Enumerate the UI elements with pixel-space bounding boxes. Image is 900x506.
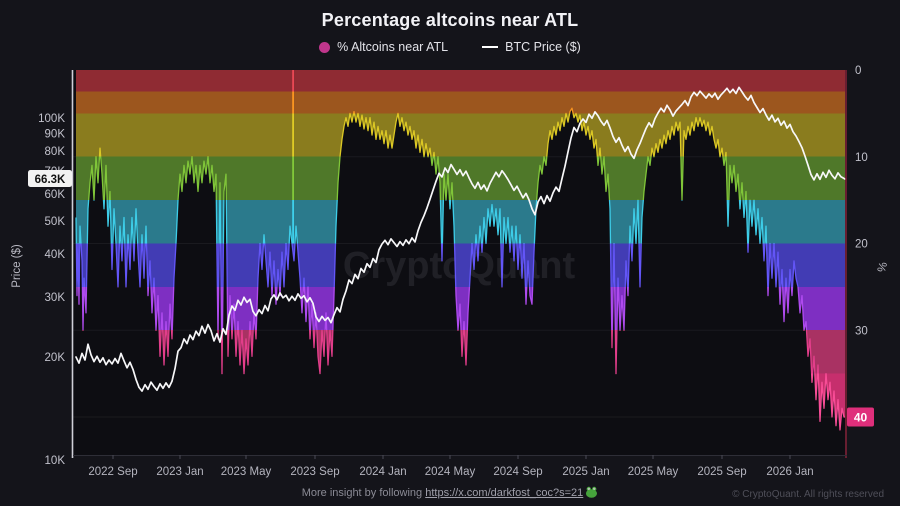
x-tick-label: 2022 Sep bbox=[88, 466, 137, 478]
legend-label-btc: BTC Price ($) bbox=[505, 40, 581, 54]
btc-price-line-series bbox=[75, 86, 846, 392]
altcoins-series-dot-icon bbox=[319, 41, 331, 53]
altcoins-near-atl-line-series bbox=[75, 107, 845, 431]
price-tick-label: 80K bbox=[45, 146, 66, 158]
price-tick-label: 100K bbox=[38, 113, 65, 125]
x-tick-label: 2023 Sep bbox=[290, 466, 339, 478]
x-tick-label: 2024 Sep bbox=[493, 466, 542, 478]
page-title: Percentage altcoins near ATL bbox=[321, 10, 579, 30]
pct-axis-title: % bbox=[876, 261, 890, 274]
x-tick-label: 2025 May bbox=[628, 466, 679, 478]
legend-item-btc[interactable]: BTC Price ($) bbox=[482, 40, 581, 54]
price-tick-label: 50K bbox=[45, 216, 66, 228]
price-tick-label: 20K bbox=[45, 352, 66, 364]
x-tick-label: 2025 Jan bbox=[562, 466, 609, 478]
crosshair-line bbox=[292, 70, 294, 244]
copyright-text: © CryptoQuant. All rights reserved bbox=[732, 489, 884, 500]
legend-label-altcoins: % Altcoins near ATL bbox=[337, 40, 449, 54]
altcoins-current-pct-badge-label: 40 bbox=[854, 411, 868, 425]
x-tick-label: 2025 Sep bbox=[697, 466, 746, 478]
x-tick-label: 2023 Jan bbox=[156, 466, 203, 478]
x-tick-label: 2024 May bbox=[425, 466, 476, 478]
btc-series-line-icon bbox=[482, 46, 499, 48]
pct-tick-label: 0 bbox=[855, 65, 861, 77]
pct-tick-label: 20 bbox=[855, 239, 868, 251]
x-tick-label: 2026 Jan bbox=[766, 466, 813, 478]
price-tick-label: 10K bbox=[45, 455, 66, 467]
price-tick-label: 90K bbox=[45, 129, 66, 141]
frog-emoji-icon bbox=[585, 486, 598, 501]
pct-tick-label: 10 bbox=[855, 152, 868, 164]
btc-current-price-badge bbox=[28, 170, 72, 188]
pct-tick-label: 30 bbox=[855, 325, 868, 337]
price-tick-label: 30K bbox=[45, 292, 66, 304]
chart-legend: % Altcoins near ATL BTC Price ($) bbox=[0, 40, 900, 54]
x-tick-label: 2024 Jan bbox=[359, 466, 406, 478]
btc-current-price-badge-label: 66.3K bbox=[35, 174, 66, 186]
altcoins-near-atl-area-series bbox=[76, 70, 845, 430]
price-tick-label: 40K bbox=[45, 249, 66, 261]
footer-note: More insight by following https://x.com/… bbox=[0, 486, 900, 501]
legend-item-altcoins[interactable]: % Altcoins near ATL bbox=[319, 40, 448, 54]
price-tick-label: 60K bbox=[45, 189, 66, 201]
footer-prefix: More insight by following bbox=[301, 487, 426, 499]
price-axis-title: Price ($) bbox=[11, 244, 23, 288]
x-tick-label: 2023 May bbox=[221, 466, 272, 478]
footer-link[interactable]: https://x.com/darkfost_coc?s=21 bbox=[425, 487, 584, 499]
altcoins-current-pct-badge bbox=[847, 407, 874, 427]
